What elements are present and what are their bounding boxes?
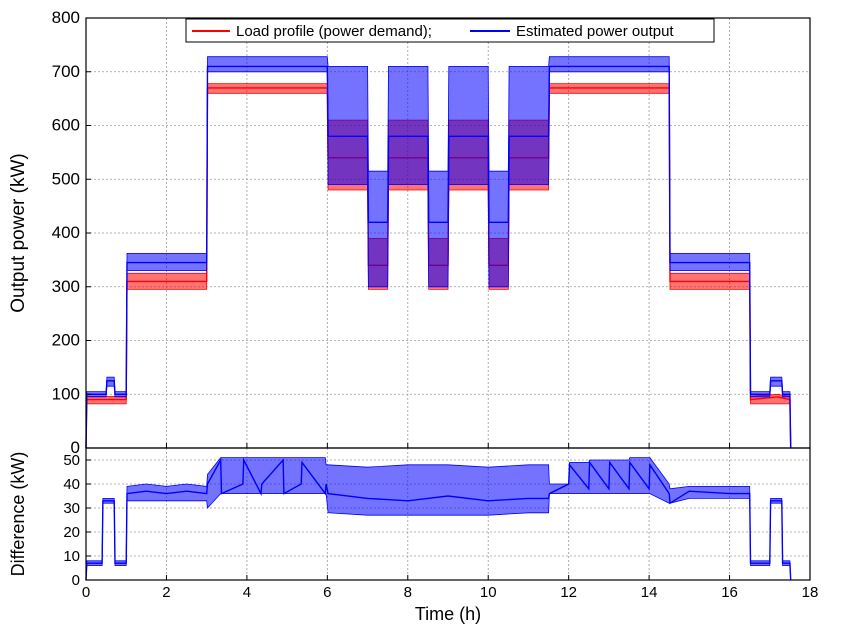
panel-0-series-1-line <box>85 65 792 449</box>
panel-0-ytick-label: 700 <box>52 62 80 81</box>
panel-1-series-0-band <box>85 457 792 581</box>
panel-1-ytick-label: 50 <box>63 452 80 469</box>
panel-1-series-0-line <box>85 457 792 581</box>
panel-0-ytick-label: 500 <box>52 169 80 188</box>
panel-1-xtick-label: 14 <box>641 584 658 601</box>
panel-0-ytick-label: 800 <box>52 8 80 27</box>
panel-1-ytick-label: 40 <box>63 476 80 493</box>
panel-0-ytick-label: 100 <box>52 384 80 403</box>
panel-1-xlabel: Time (h) <box>415 604 481 624</box>
panel-1-xtick-label: 0 <box>82 584 90 601</box>
panel-0-ytick-label: 200 <box>52 331 80 350</box>
panel-1-ytick-label: 20 <box>63 524 80 541</box>
legend-box <box>185 18 715 43</box>
panel-1-ytick-label: 30 <box>63 500 80 517</box>
panel-1-ytick-label: 10 <box>63 548 80 565</box>
panel-1-xtick-label: 2 <box>162 584 170 601</box>
panel-1-xtick-label: 8 <box>404 584 412 601</box>
panel-0-ytick-label: 0 <box>71 438 80 457</box>
panel-1-xtick-label: 18 <box>802 584 819 601</box>
panel-0-ytick-label: 300 <box>52 277 80 296</box>
panel-1-xtick-label: 6 <box>323 584 331 601</box>
panel-1-xtick-label: 12 <box>560 584 577 601</box>
panel-1-frame <box>85 447 811 581</box>
panel-0-ylabel: Output power (kW) <box>8 153 29 312</box>
panel-1-ytick-label: 0 <box>72 572 80 589</box>
panel-0-series-1-band <box>85 56 792 449</box>
panel-0-ytick-label: 600 <box>52 116 80 135</box>
legend-label-estimated: Estimated power output <box>516 23 674 40</box>
legend-label-load: Load profile (power demand); <box>236 23 432 40</box>
panel-1-xtick-label: 10 <box>480 584 497 601</box>
panel-1-xtick-label: 4 <box>243 584 251 601</box>
panel-1-ylabel: Difference (kW) <box>8 452 28 577</box>
panel-1-xtick-label: 16 <box>721 584 738 601</box>
panel-0-ytick-label: 400 <box>52 223 80 242</box>
